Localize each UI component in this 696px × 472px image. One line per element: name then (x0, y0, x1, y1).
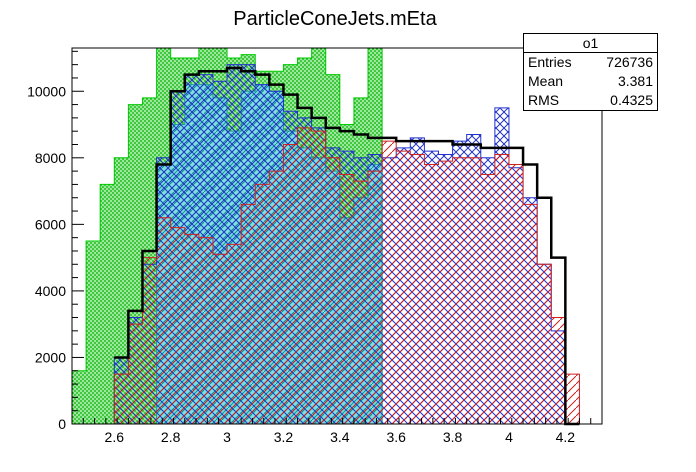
stats-entries-label: Entries (528, 54, 572, 70)
y-tick-label: 4000 (35, 283, 66, 299)
stats-box: o1 Entries 726736 Mean 3.381 RMS 0.4325 (523, 33, 658, 111)
y-tick-label: 2000 (35, 349, 66, 365)
x-tick-label: 4 (505, 429, 513, 445)
stats-rms-label: RMS (528, 92, 560, 108)
x-tick-label: 2.8 (161, 429, 181, 445)
stats-entries-value: 726736 (606, 54, 653, 70)
y-tick-label: 8000 (35, 150, 66, 166)
plot-frame (71, 47, 603, 425)
stats-row-rms: RMS 0.4325 (524, 91, 657, 110)
x-tick-label: 3 (223, 429, 231, 445)
x-tick-label: 3.2 (274, 429, 294, 445)
x-tick-label: 2.6 (105, 429, 125, 445)
x-tick-label: 3.6 (386, 429, 406, 445)
axes-group: 2.6 2.8 3 3.2 3.4 3.6 3.8 4 4.2 0 2000 4000 6000 8000… (27, 47, 603, 445)
stats-mean-value: 3.381 (617, 73, 653, 89)
x-tick-label: 3.8 (443, 429, 463, 445)
series-red-hatch (113, 127, 594, 425)
x-tick-label: 4.2 (556, 429, 576, 445)
series-black-line (114, 66, 580, 426)
x-tick-label: 3.4 (330, 429, 350, 445)
y-tick-label: 0 (58, 416, 66, 432)
y-tick-label: 6000 (35, 216, 66, 232)
stats-rms-value: 0.4325 (610, 92, 653, 108)
series-group (71, 47, 594, 426)
stats-box-name: o1 (524, 34, 657, 53)
stats-row-mean: Mean 3.381 (524, 72, 657, 91)
y-tick-label: 10000 (27, 83, 66, 99)
chart-title: ParticleConeJets.mEta (233, 8, 437, 30)
stats-row-entries: Entries 726736 (524, 53, 657, 72)
stats-mean-label: Mean (528, 73, 564, 89)
